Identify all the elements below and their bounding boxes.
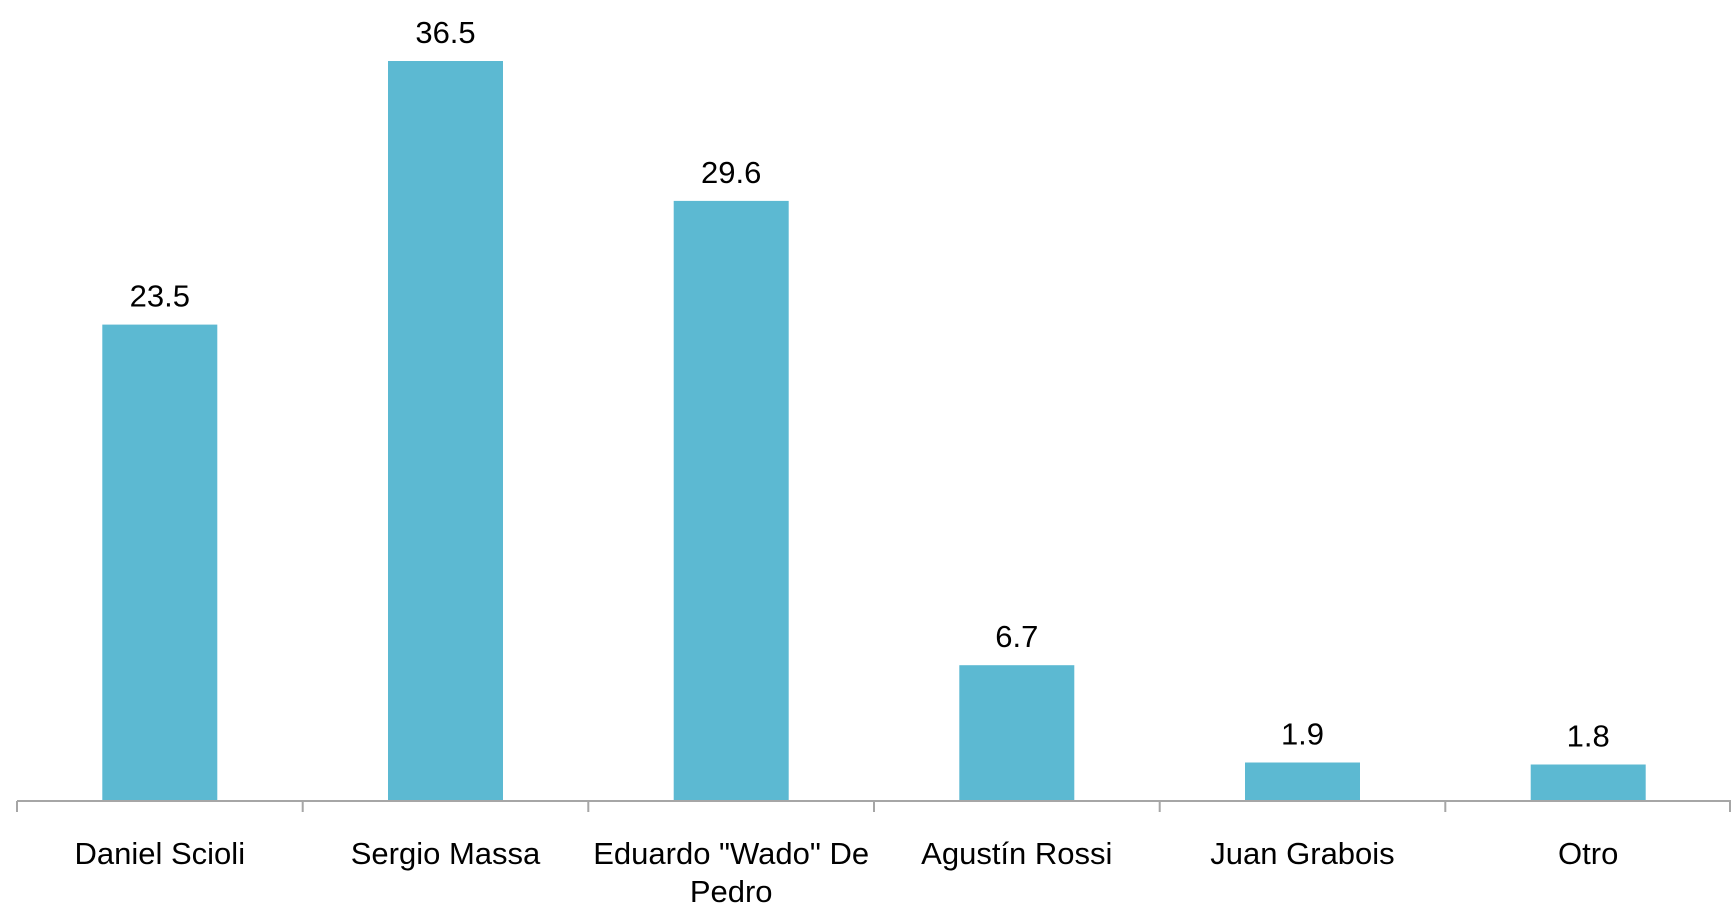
data-label-0: 23.5: [130, 279, 190, 314]
bar-0: [102, 324, 218, 801]
x-axis: [16, 800, 1731, 812]
category-label-line: Sergio Massa: [351, 836, 541, 871]
category-label-2: Eduardo "Wado" De Pedro: [593, 836, 869, 909]
data-label-1: 36.5: [415, 15, 475, 50]
category-label-5: Otro: [1558, 836, 1618, 871]
category-label-line: Juan Grabois: [1210, 836, 1394, 871]
bar-1: [388, 61, 503, 801]
bars-group: [102, 61, 1646, 801]
data-label-5: 1.8: [1567, 719, 1610, 754]
category-label-0: Daniel Scioli: [75, 836, 246, 871]
category-label-line: Daniel Scioli: [75, 836, 246, 871]
category-label-line: Pedro: [690, 874, 773, 909]
category-label-line: Agustín Rossi: [921, 836, 1112, 871]
bar-3: [959, 665, 1075, 801]
data-label-4: 1.9: [1281, 717, 1324, 752]
bar-4: [1245, 762, 1360, 801]
category-labels-group: Daniel Scioli Sergio Massa Eduardo "Wado" …: [75, 836, 1619, 909]
category-label-3: Agustín Rossi: [921, 836, 1112, 871]
category-label-4: Juan Grabois: [1210, 836, 1394, 871]
data-label-2: 29.6: [701, 155, 761, 190]
data-label-3: 6.7: [995, 619, 1038, 654]
bar-5: [1530, 764, 1646, 801]
value-labels-group: 23.5 36.5 29.6 6.7 1.9 1.8: [130, 15, 1610, 754]
category-label-line: Eduardo "Wado" De: [593, 836, 869, 871]
bar-2: [673, 200, 789, 801]
category-label-1: Sergio Massa: [351, 836, 541, 871]
category-label-line: Otro: [1558, 836, 1618, 871]
